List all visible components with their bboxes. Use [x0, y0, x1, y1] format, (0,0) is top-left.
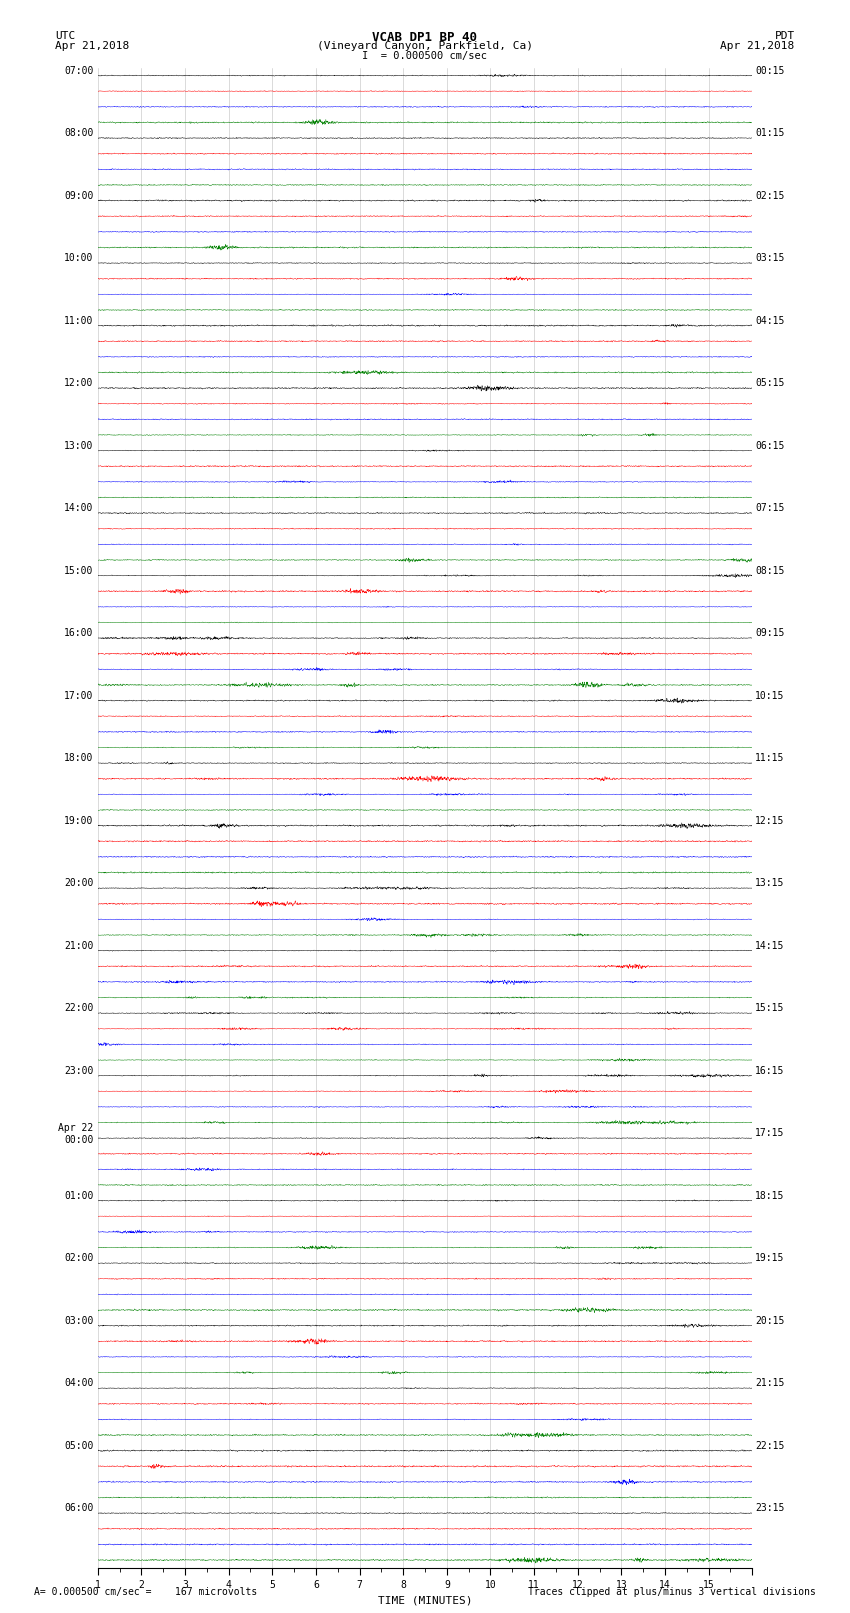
Text: I  = 0.000500 cm/sec: I = 0.000500 cm/sec	[362, 50, 488, 61]
Text: A= 0.000500 cm/sec =    167 microvolts: A= 0.000500 cm/sec = 167 microvolts	[34, 1587, 258, 1597]
Text: UTC: UTC	[55, 31, 76, 42]
Text: VCAB DP1 BP 40: VCAB DP1 BP 40	[372, 31, 478, 45]
Text: Apr 21,2018: Apr 21,2018	[55, 40, 129, 52]
Text: (Vineyard Canyon, Parkfield, Ca): (Vineyard Canyon, Parkfield, Ca)	[317, 40, 533, 52]
X-axis label: TIME (MINUTES): TIME (MINUTES)	[377, 1595, 473, 1605]
Text: Apr 21,2018: Apr 21,2018	[721, 40, 795, 52]
Text: PDT: PDT	[774, 31, 795, 42]
Text: Traces clipped at plus/minus 3 vertical divisions: Traces clipped at plus/minus 3 vertical …	[528, 1587, 816, 1597]
